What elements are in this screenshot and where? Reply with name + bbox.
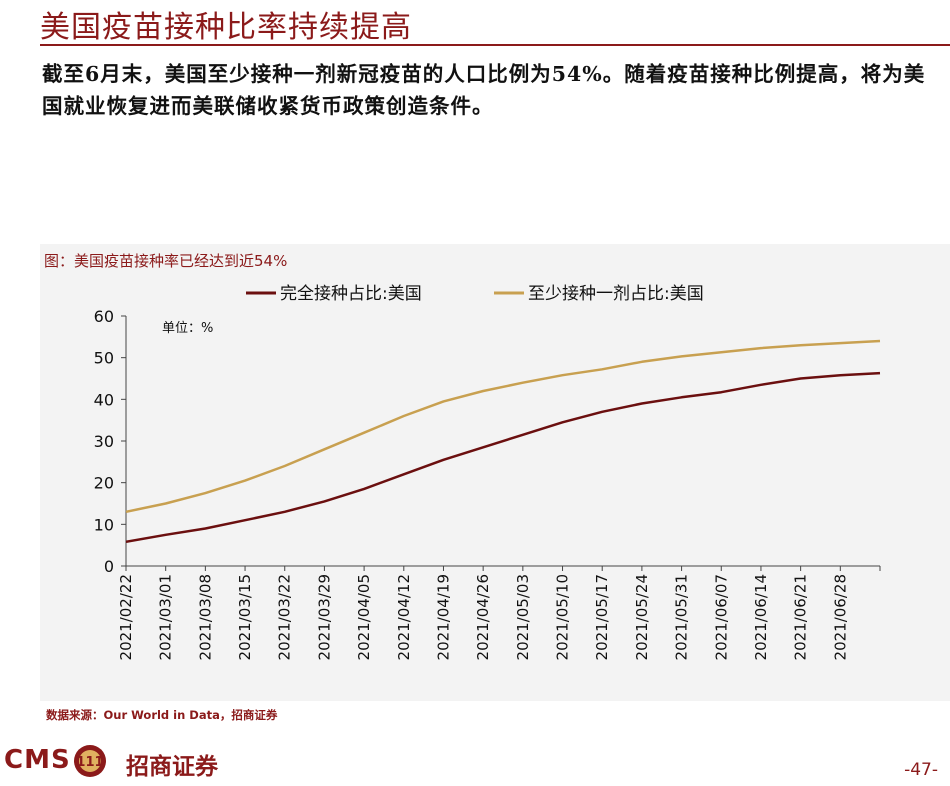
- page-number: -47-: [904, 760, 938, 780]
- svg-text:111: 111: [76, 755, 103, 770]
- x-tick-label: 2021/06/28: [831, 574, 849, 660]
- x-tick-label: 2021/06/14: [752, 574, 770, 660]
- y-tick-label: 20: [94, 474, 114, 493]
- figure-title: 图：美国疫苗接种率已经达到近54%: [44, 252, 288, 270]
- data-source: 数据来源：Our World in Data，招商证券: [46, 708, 278, 722]
- y-tick-label: 50: [94, 349, 114, 368]
- legend-label-2: 至少接种一剂占比:美国: [528, 284, 704, 304]
- summary-text: 截至6月末，美国至少接种一剂新冠疫苗的人口比例为54%。随着疫苗接种比例提高，将…: [42, 62, 926, 118]
- x-tick-label: 2021/03/29: [315, 574, 333, 660]
- x-tick-label: 2021/03/22: [276, 574, 294, 660]
- legend-label-1: 完全接种占比:美国: [280, 284, 422, 304]
- x-tick-label: 2021/03/08: [196, 574, 214, 660]
- y-tick-label: 0: [104, 557, 114, 576]
- y-tick-label: 60: [94, 307, 114, 326]
- x-tick-label: 2021/04/26: [474, 574, 492, 660]
- series-line-1: [125, 371, 881, 544]
- x-tick-label: 2021/05/31: [673, 574, 691, 660]
- x-tick-label: 2021/05/17: [593, 574, 611, 660]
- y-tick-label: 10: [94, 515, 114, 534]
- y-tick-label: 40: [94, 390, 114, 409]
- series-line-2: [125, 339, 881, 514]
- x-tick-label: 2021/04/05: [355, 574, 373, 660]
- brand-name: 招商证券: [126, 753, 218, 780]
- x-tick-label: 2021/05/03: [514, 574, 532, 660]
- x-tick-label: 2021/06/21: [792, 574, 810, 660]
- x-tick-label: 2021/03/01: [157, 574, 175, 660]
- page-title: 美国疫苗接种比率持续提高: [40, 10, 412, 45]
- x-tick-label: 2021/03/15: [236, 574, 254, 660]
- x-tick-label: 2021/05/10: [554, 574, 572, 660]
- vaccination-line-chart: 0 10 20 30 40 50 60 单位：% 2021/02/22 2021/03/01 202…: [94, 284, 881, 660]
- unit-label: 单位：%: [162, 321, 213, 336]
- cms-logo-text: CMS: [4, 745, 71, 775]
- x-tick-label: 2021/06/07: [712, 574, 730, 660]
- chart-panel: [40, 244, 950, 701]
- x-tick-label: 2021/02/22: [117, 574, 135, 660]
- x-tick-label: 2021/05/24: [633, 574, 651, 660]
- x-tick-label: 2021/04/12: [395, 574, 413, 660]
- cms-logo-icon: 111: [74, 745, 106, 777]
- y-tick-label: 30: [94, 432, 114, 451]
- x-tick-label: 2021/04/19: [434, 574, 452, 660]
- title-divider: [40, 44, 950, 46]
